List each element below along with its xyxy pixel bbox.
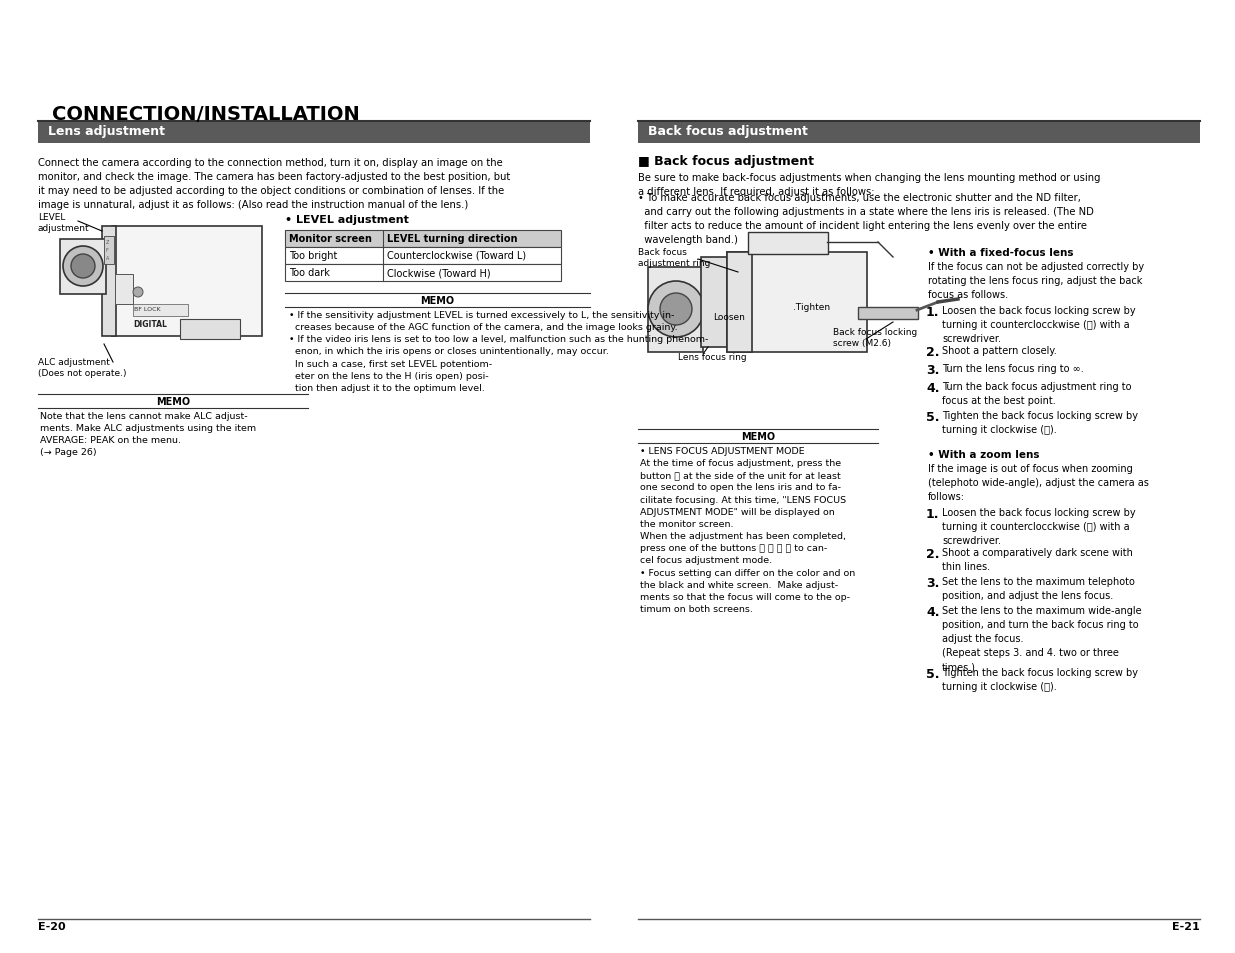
Text: Clockwise (Toward H): Clockwise (Toward H)	[387, 268, 490, 277]
Text: 5.: 5.	[926, 667, 940, 680]
Bar	[180, 319, 240, 339]
Text: Too dark: Too dark	[289, 268, 330, 277]
Text: Turn the lens focus ring to ∞.: Turn the lens focus ring to ∞.	[942, 364, 1084, 374]
Text: MEMO: MEMO	[420, 295, 454, 306]
Bar	[727, 253, 867, 353]
Bar	[133, 305, 188, 316]
Bar	[285, 231, 561, 248]
Text: 4.: 4.	[926, 381, 940, 395]
Text: A: A	[106, 255, 110, 261]
Text: 3.: 3.	[926, 364, 940, 376]
Text: 2.: 2.	[926, 547, 940, 560]
Text: Loosen the back focus locking screw by
turning it counterclocckwise (⌣) with a
s: Loosen the back focus locking screw by t…	[942, 306, 1136, 344]
Text: Set the lens to the maximum wide-angle
position, and turn the back focus ring to: Set the lens to the maximum wide-angle p…	[942, 605, 1141, 671]
Text: Connect the camera according to the connection method, turn it on, display an im: Connect the camera according to the conn…	[38, 158, 510, 210]
Text: MEMO: MEMO	[156, 396, 190, 407]
Circle shape	[133, 288, 143, 297]
Text: Counterclockwise (Toward L): Counterclockwise (Toward L)	[387, 251, 526, 261]
Text: 4.: 4.	[926, 605, 940, 618]
Text: 2.: 2.	[926, 346, 940, 358]
Text: Back focus adjustment: Back focus adjustment	[648, 125, 808, 138]
Text: BF LOCK: BF LOCK	[135, 307, 161, 312]
Text: • LEVEL adjustment: • LEVEL adjustment	[285, 214, 409, 225]
Bar	[112, 227, 262, 336]
Text: • If the sensitivity adjustment LEVEL is turned excessively to L, the sensitivit: • If the sensitivity adjustment LEVEL is…	[289, 311, 709, 393]
Bar	[638, 122, 1200, 144]
Text: Loosen the back focus locking screw by
turning it counterclocckwise (⌣) with a
s: Loosen the back focus locking screw by t…	[942, 507, 1136, 545]
Text: 1.: 1.	[926, 507, 940, 520]
Text: Be sure to make back-focus adjustments when changing the lens mounting method or: Be sure to make back-focus adjustments w…	[638, 172, 1100, 196]
Text: MEMO: MEMO	[741, 432, 776, 441]
Text: E-20: E-20	[38, 921, 65, 931]
Bar	[38, 122, 590, 144]
Text: If the focus can not be adjusted correctly by
rotating the lens focus ring, adju: If the focus can not be adjusted correct…	[927, 262, 1144, 299]
Text: Note that the lens cannot make ALC adjust-
ments. Make ALC adjustments using the: Note that the lens cannot make ALC adjus…	[40, 412, 256, 457]
Text: Set the lens to the maximum telephoto
position, and adjust the lens focus.: Set the lens to the maximum telephoto po…	[942, 577, 1135, 600]
Bar	[115, 274, 133, 305]
Text: 5.: 5.	[926, 411, 940, 423]
Circle shape	[659, 294, 692, 326]
Text: Monitor screen: Monitor screen	[289, 233, 372, 244]
Text: Shoot a pattern closely.: Shoot a pattern closely.	[942, 346, 1057, 355]
Text: E-21: E-21	[1172, 921, 1200, 931]
Text: Tighten the back focus locking screw by
turning it clockwise (⌢).: Tighten the back focus locking screw by …	[942, 411, 1137, 435]
Text: Lens focus ring: Lens focus ring	[678, 353, 747, 361]
Circle shape	[63, 247, 103, 287]
Text: F: F	[106, 248, 109, 253]
Circle shape	[70, 254, 95, 278]
Text: LEVEL turning direction: LEVEL turning direction	[387, 233, 517, 244]
Bar	[858, 308, 918, 319]
Text: Shoot a comparatively dark scene with
thin lines.: Shoot a comparatively dark scene with th…	[942, 547, 1132, 572]
Text: Tighten the back focus locking screw by
turning it clockwise (⌢).: Tighten the back focus locking screw by …	[942, 667, 1137, 691]
Bar	[104, 236, 114, 265]
Text: • LENS FOCUS ADJUSTMENT MODE
At the time of focus adjustment, press the
button ⓪: • LENS FOCUS ADJUSTMENT MODE At the time…	[640, 447, 856, 614]
Text: ALC adjustment
(Does not operate.): ALC adjustment (Does not operate.)	[38, 357, 126, 377]
Text: • With a fixed-focus lens: • With a fixed-focus lens	[927, 248, 1073, 257]
Text: • To make accurate back focus adjustments, use the electronic shutter and the ND: • To make accurate back focus adjustment…	[638, 193, 1094, 245]
Bar	[727, 253, 752, 353]
Text: Loosen: Loosen	[713, 313, 745, 322]
Text: Back focus
adjustment ring: Back focus adjustment ring	[638, 248, 710, 268]
Text: 3.: 3.	[926, 577, 940, 589]
Bar	[701, 257, 729, 348]
Text: ■ Back focus adjustment: ■ Back focus adjustment	[638, 154, 814, 168]
Text: CONNECTION/INSTALLATION: CONNECTION/INSTALLATION	[52, 105, 359, 124]
Text: Back focus locking
screw (M2.6): Back focus locking screw (M2.6)	[832, 328, 918, 348]
Text: • With a zoom lens: • With a zoom lens	[927, 450, 1040, 459]
Bar	[748, 233, 827, 254]
Text: Too bright: Too bright	[289, 251, 337, 261]
Bar	[285, 265, 561, 282]
Text: 1.: 1.	[926, 306, 940, 318]
Circle shape	[648, 282, 704, 337]
Text: .Tighten: .Tighten	[793, 303, 830, 312]
Text: DIGITAL: DIGITAL	[133, 319, 167, 329]
Bar	[648, 268, 703, 353]
Bar	[103, 227, 116, 336]
Bar	[61, 240, 106, 294]
Text: If the image is out of focus when zooming
(telephoto wide-angle), adjust the cam: If the image is out of focus when zoomin…	[927, 463, 1149, 501]
Text: LEVEL
adjustment: LEVEL adjustment	[38, 213, 90, 233]
Text: Lens adjustment: Lens adjustment	[48, 125, 165, 138]
Bar	[285, 248, 561, 265]
Text: Turn the back focus adjustment ring to
focus at the best point.: Turn the back focus adjustment ring to f…	[942, 381, 1131, 406]
Text: Z: Z	[106, 240, 110, 245]
